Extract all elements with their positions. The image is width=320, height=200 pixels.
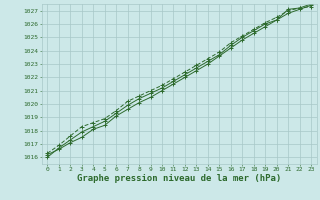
X-axis label: Graphe pression niveau de la mer (hPa): Graphe pression niveau de la mer (hPa)	[77, 174, 281, 183]
